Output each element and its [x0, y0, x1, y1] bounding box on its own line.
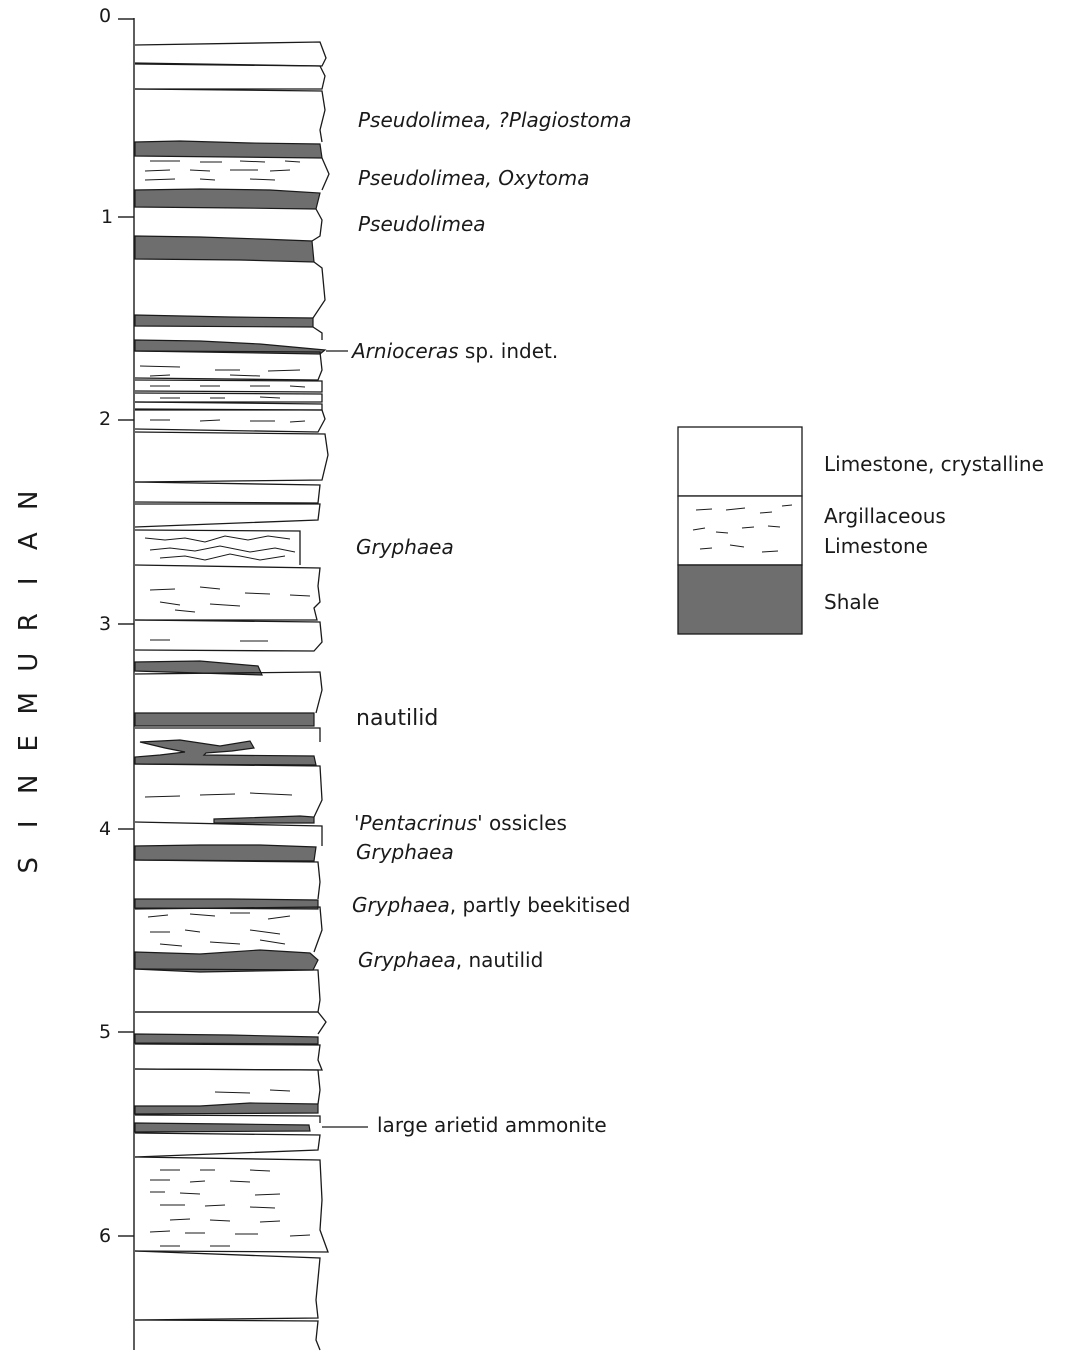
stage-letter: R: [13, 612, 44, 631]
bed-outlines: [134, 41, 330, 1351]
legend-label-shale: Shale: [824, 590, 880, 614]
depth-label-0: 0: [99, 5, 112, 27]
legend-label-limestone: Limestone, crystalline: [824, 452, 1044, 476]
annotation-10: large arietid ammonite: [377, 1113, 607, 1137]
shale-beds: [134, 140, 327, 1133]
stage-letter: A: [13, 531, 44, 550]
stage-letter: E: [13, 735, 44, 752]
stage-letter: I: [13, 820, 44, 829]
annotation-6: 'Pentacrinus' ossicles: [354, 811, 567, 835]
stage-letter: U: [13, 652, 44, 672]
depth-label-5: 5: [99, 1021, 112, 1043]
legend-label-argillaceous: Argillaceous Limestone: [824, 504, 946, 558]
legend-swatch-argillaceous: [677, 495, 803, 566]
argillaceous-texture: [139, 160, 311, 1247]
annotation-3: Arnioceras sp. indet.: [352, 339, 559, 363]
annotation-5: nautilid: [356, 706, 439, 731]
annotation-1: Pseudolimea, Oxytoma: [358, 166, 590, 190]
annotation-0: Pseudolimea, ?Plagiostoma: [358, 108, 632, 132]
depth-ticks: [118, 18, 134, 1237]
annotation-4: Gryphaea: [356, 535, 454, 559]
stage-letter: N: [13, 774, 44, 794]
stage-letter: I: [13, 577, 44, 586]
depth-label-2: 2: [99, 408, 112, 430]
depth-label-3: 3: [99, 613, 112, 635]
depth-label-6: 6: [99, 1225, 112, 1247]
annotation-2: Pseudolimea: [358, 212, 486, 236]
annotation-9: Gryphaea, nautilid: [358, 948, 544, 972]
annotation-leaders: [322, 350, 368, 1128]
depth-label-1: 1: [101, 206, 114, 228]
stage-letter: N: [13, 490, 44, 510]
annotation-8: Gryphaea, partly beekitised: [352, 893, 631, 917]
legend-swatch-limestone: [677, 426, 803, 497]
depth-label-4: 4: [99, 818, 112, 840]
annotation-7: Gryphaea: [356, 840, 454, 864]
stage-letter: M: [13, 691, 44, 714]
legend-swatch-shale: [677, 564, 803, 635]
stage-letter: S: [13, 856, 44, 874]
legend-swatches: [677, 426, 803, 635]
